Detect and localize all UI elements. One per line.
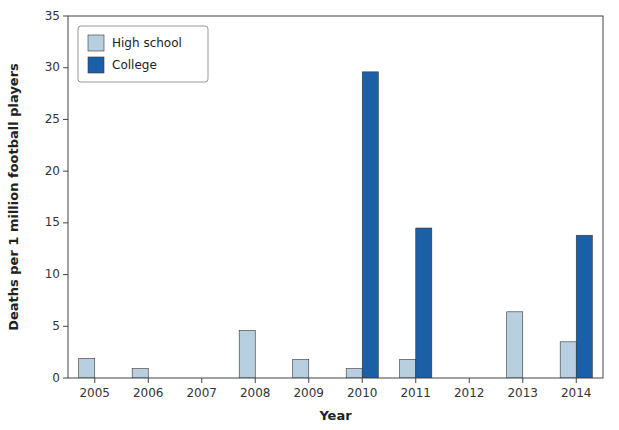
y-tick xyxy=(63,119,68,120)
x-tick-label: 2008 xyxy=(240,386,271,400)
y-tick xyxy=(63,378,68,379)
y-tick-label: 20 xyxy=(45,164,60,178)
x-tick xyxy=(415,378,416,383)
legend-label: College xyxy=(112,58,157,72)
x-tick-label: 2005 xyxy=(79,386,110,400)
bar xyxy=(576,235,592,378)
x-tick xyxy=(201,378,202,383)
legend-swatch xyxy=(88,35,104,51)
x-tick xyxy=(522,378,523,383)
bar xyxy=(507,312,523,378)
x-tick-label: 2012 xyxy=(454,386,485,400)
x-tick xyxy=(469,378,470,383)
bars xyxy=(79,72,593,378)
y-tick-label: 0 xyxy=(52,371,60,385)
y-tick-label: 30 xyxy=(45,60,60,74)
x-tick xyxy=(308,378,309,383)
bar xyxy=(362,72,378,378)
bar xyxy=(79,358,95,378)
legend-swatch xyxy=(88,57,104,73)
bar xyxy=(400,359,416,378)
legend-label: High school xyxy=(112,36,182,50)
y-tick xyxy=(63,274,68,275)
x-tick-label: 2010 xyxy=(347,386,378,400)
x-tick xyxy=(255,378,256,383)
bar xyxy=(560,342,576,378)
x-tick-label: 2007 xyxy=(186,386,217,400)
x-tick xyxy=(576,378,577,383)
y-tick-label: 25 xyxy=(45,112,60,126)
x-tick-label: 2011 xyxy=(400,386,431,400)
bar xyxy=(132,369,148,378)
bar xyxy=(416,228,432,378)
legend-box xyxy=(78,26,208,82)
y-tick xyxy=(63,326,68,327)
x-tick-label: 2014 xyxy=(561,386,592,400)
bar xyxy=(239,330,255,378)
y-tick-label: 10 xyxy=(45,267,60,281)
bar xyxy=(293,359,309,378)
x-tick xyxy=(362,378,363,383)
y-tick xyxy=(63,67,68,68)
chart: 0 5 10 15 20 25 30 35 2005 2006 2007 2008 2009 2010 20… xyxy=(0,0,619,430)
y-tick xyxy=(63,16,68,17)
y-tick xyxy=(63,171,68,172)
plot-frame xyxy=(68,16,603,378)
bar xyxy=(346,369,362,378)
y-tick-label: 15 xyxy=(45,215,60,229)
legend: High school College xyxy=(78,26,208,82)
y-tick-label: 5 xyxy=(52,319,60,333)
x-tick-label: 2013 xyxy=(507,386,538,400)
x-tick xyxy=(94,378,95,383)
x-tick-label: 2006 xyxy=(133,386,164,400)
y-tick-label: 35 xyxy=(45,9,60,23)
x-tick-label: 2009 xyxy=(293,386,324,400)
y-tick xyxy=(63,222,68,223)
x-axis-label: Year xyxy=(318,408,352,423)
x-tick xyxy=(148,378,149,383)
y-axis-label: Deaths per 1 million football players xyxy=(6,63,21,331)
